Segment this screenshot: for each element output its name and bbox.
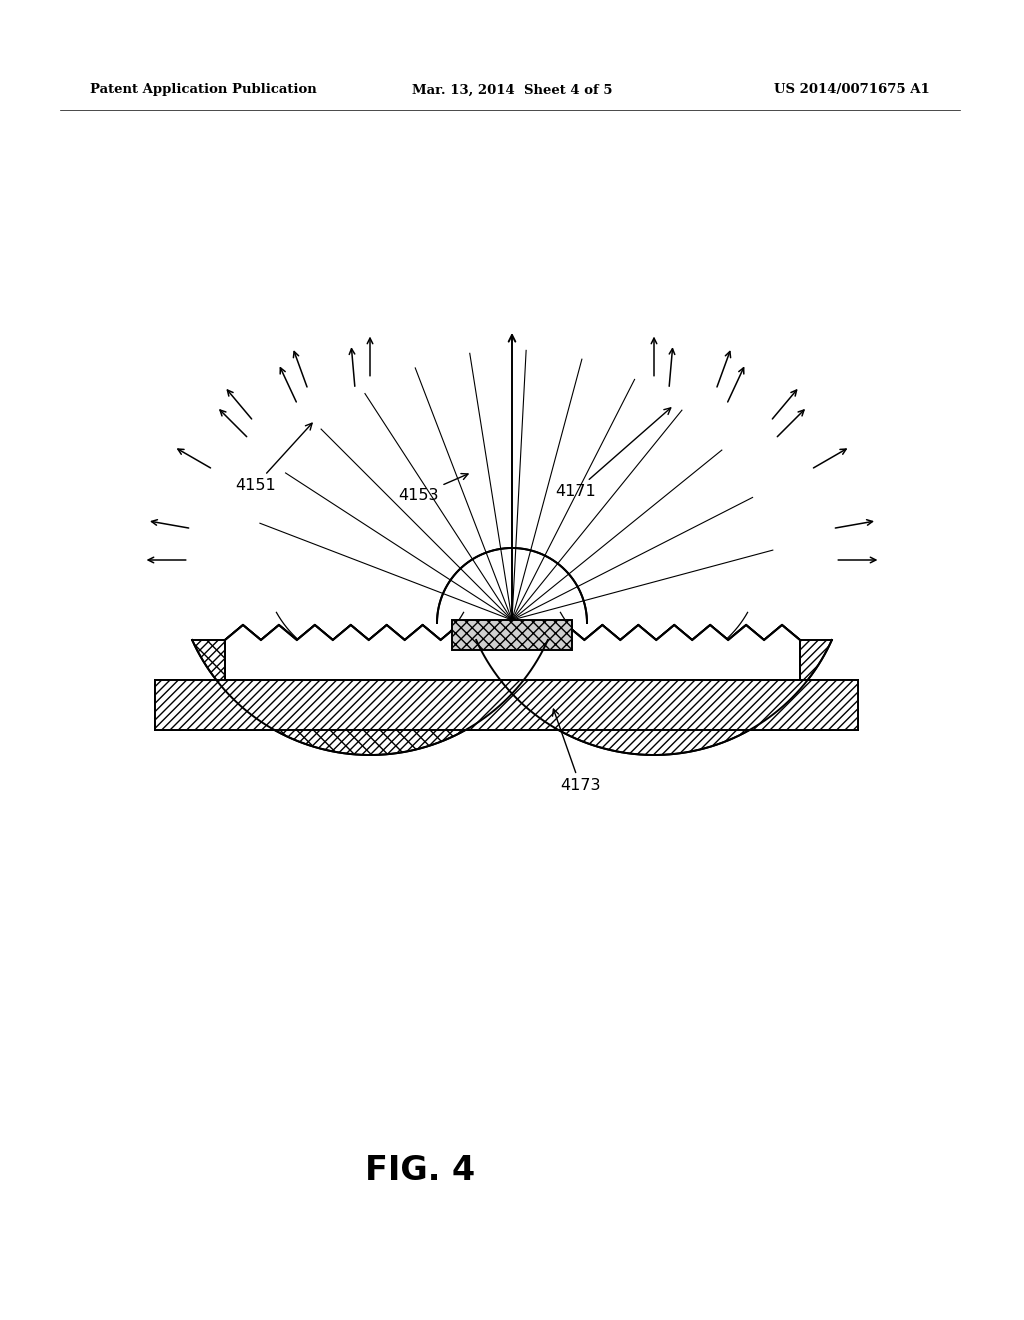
- Polygon shape: [225, 624, 800, 680]
- Bar: [452, 620, 572, 649]
- Polygon shape: [225, 624, 800, 680]
- Polygon shape: [437, 548, 587, 623]
- Polygon shape: [476, 640, 831, 755]
- Bar: [155, 680, 858, 730]
- Text: 4171: 4171: [555, 408, 671, 499]
- Text: Mar. 13, 2014  Sheet 4 of 5: Mar. 13, 2014 Sheet 4 of 5: [412, 83, 612, 96]
- Text: 4151: 4151: [234, 424, 312, 492]
- Text: 4173: 4173: [553, 709, 600, 793]
- Text: Patent Application Publication: Patent Application Publication: [90, 83, 316, 96]
- Bar: [452, 620, 572, 649]
- Text: 4153: 4153: [398, 474, 468, 503]
- Polygon shape: [193, 640, 548, 755]
- Bar: [155, 680, 858, 730]
- Text: FIG. 4: FIG. 4: [365, 1154, 475, 1187]
- Text: US 2014/0071675 A1: US 2014/0071675 A1: [774, 83, 930, 96]
